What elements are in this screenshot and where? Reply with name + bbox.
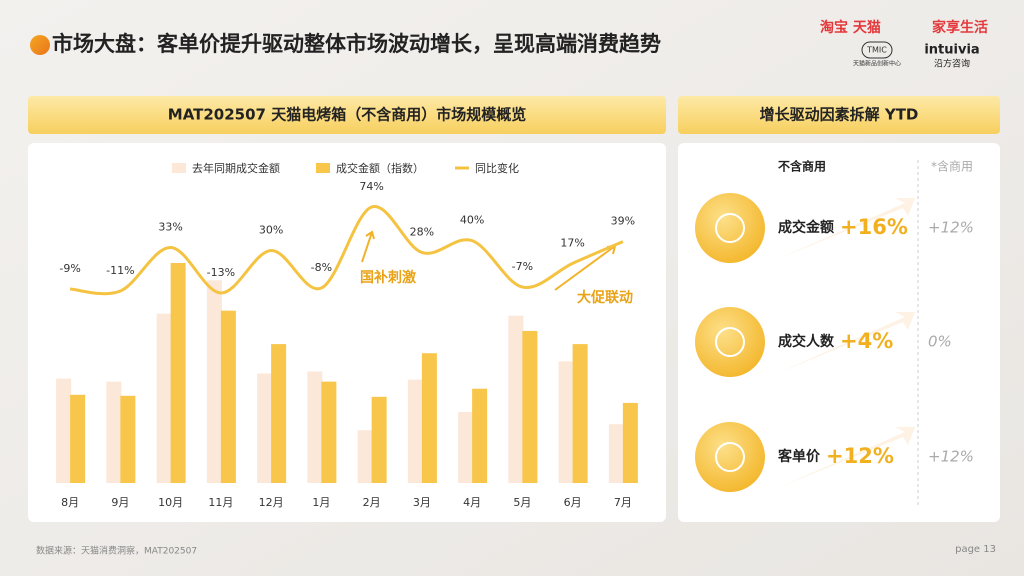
page-number: page 13	[955, 544, 996, 555]
driver-label: 成交金额	[778, 219, 834, 236]
brand: 淘宝 天猫	[820, 19, 881, 36]
legend-label: 去年同期成交金额	[192, 161, 280, 175]
annotation: 国补刺激	[360, 269, 416, 286]
x-tick-label: 9月	[111, 496, 129, 509]
bar	[220, 310, 236, 483]
x-tick-label: 1月	[312, 496, 330, 509]
driver-label: 成交人数	[778, 333, 835, 350]
col-header: 不含商用	[778, 159, 826, 174]
chart-title: MAT202507 天猫电烤箱（不含商用）市场规模概览	[168, 106, 526, 124]
partner-sub: 沿方咨询	[934, 58, 970, 70]
data-label: 39%	[611, 215, 635, 228]
brand-sub: 家享生活	[932, 19, 988, 36]
legend-swatch	[172, 163, 186, 173]
bar	[572, 344, 588, 483]
driver-alt: +12%	[928, 448, 974, 466]
driver-icon-inner	[715, 327, 745, 357]
driver-icon	[695, 307, 765, 377]
x-tick-label: 11月	[208, 496, 233, 509]
drivers-header	[678, 96, 1000, 134]
driver-icon	[695, 193, 765, 263]
bar	[458, 412, 474, 483]
bar	[357, 430, 373, 483]
bar	[70, 394, 86, 483]
chart-header	[28, 96, 666, 134]
driver-icon	[695, 422, 765, 492]
x-tick-label: 12月	[259, 496, 284, 509]
line	[69, 205, 624, 296]
legend-label: 同比变化	[475, 161, 519, 175]
driver-alt: 0%	[928, 333, 952, 351]
tmic-sub: 天猫新品创新中心	[853, 60, 901, 68]
bar	[206, 280, 222, 483]
bar	[608, 424, 624, 483]
drivers-title: 增长驱动因素拆解 YTD	[760, 106, 919, 124]
bar	[56, 378, 72, 483]
source: 数据来源：天猫消费洞察，MAT202507	[36, 545, 197, 557]
data-label: -13%	[207, 266, 235, 279]
data-label: 33%	[158, 221, 182, 234]
legend-swatch	[316, 163, 330, 173]
bar	[271, 344, 287, 483]
data-label: 30%	[259, 223, 283, 236]
bar	[156, 313, 172, 483]
x-tick-label: 7月	[614, 496, 632, 509]
data-label: 74%	[359, 180, 383, 193]
bar	[421, 353, 437, 483]
bar	[622, 402, 638, 483]
slide-title: 市场大盘：客单价提升驱动整体市场波动增长，呈现高端消费趋势	[52, 32, 661, 56]
x-tick-label: 3月	[413, 496, 431, 509]
data-label: -8%	[311, 261, 332, 274]
legend-label: 成交金额（指数）	[336, 161, 424, 175]
driver-icon-inner	[715, 213, 745, 243]
bar	[257, 373, 273, 483]
bar	[522, 330, 538, 483]
title-dot	[30, 35, 50, 55]
bar	[321, 381, 337, 483]
bar	[106, 381, 122, 483]
data-label: -11%	[106, 264, 134, 277]
x-tick-label: 5月	[513, 496, 531, 509]
x-tick-label: 6月	[564, 496, 582, 509]
partner: intuivia	[924, 43, 979, 58]
data-label: 28%	[410, 225, 434, 238]
bar	[508, 315, 524, 483]
driver-value: +4%	[840, 329, 893, 353]
arrow	[361, 230, 375, 263]
driver-value: +16%	[840, 215, 908, 239]
data-label: 40%	[460, 214, 484, 227]
bar	[371, 396, 387, 483]
chart-card	[28, 143, 666, 522]
x-tick-label: 2月	[363, 496, 381, 509]
x-tick-label: 4月	[463, 496, 481, 509]
x-tick-label: 8月	[61, 496, 79, 509]
driver-label: 客单价	[777, 448, 821, 465]
bar	[307, 371, 323, 483]
driver-value: +12%	[826, 444, 894, 468]
bar	[120, 395, 136, 483]
bar	[558, 361, 574, 483]
bar	[407, 379, 423, 483]
data-label: -7%	[512, 260, 533, 273]
bar	[170, 263, 186, 483]
tmic: TMIC	[866, 46, 887, 55]
annotation: 大促联动	[577, 289, 633, 306]
data-label: -9%	[59, 262, 80, 275]
col-header: *含商用	[931, 159, 973, 174]
data-label: 17%	[560, 236, 584, 249]
x-tick-label: 10月	[158, 496, 183, 509]
tmic-badge	[861, 41, 893, 59]
bar	[472, 388, 488, 483]
driver-alt: +12%	[928, 219, 974, 237]
driver-icon-inner	[715, 442, 745, 472]
